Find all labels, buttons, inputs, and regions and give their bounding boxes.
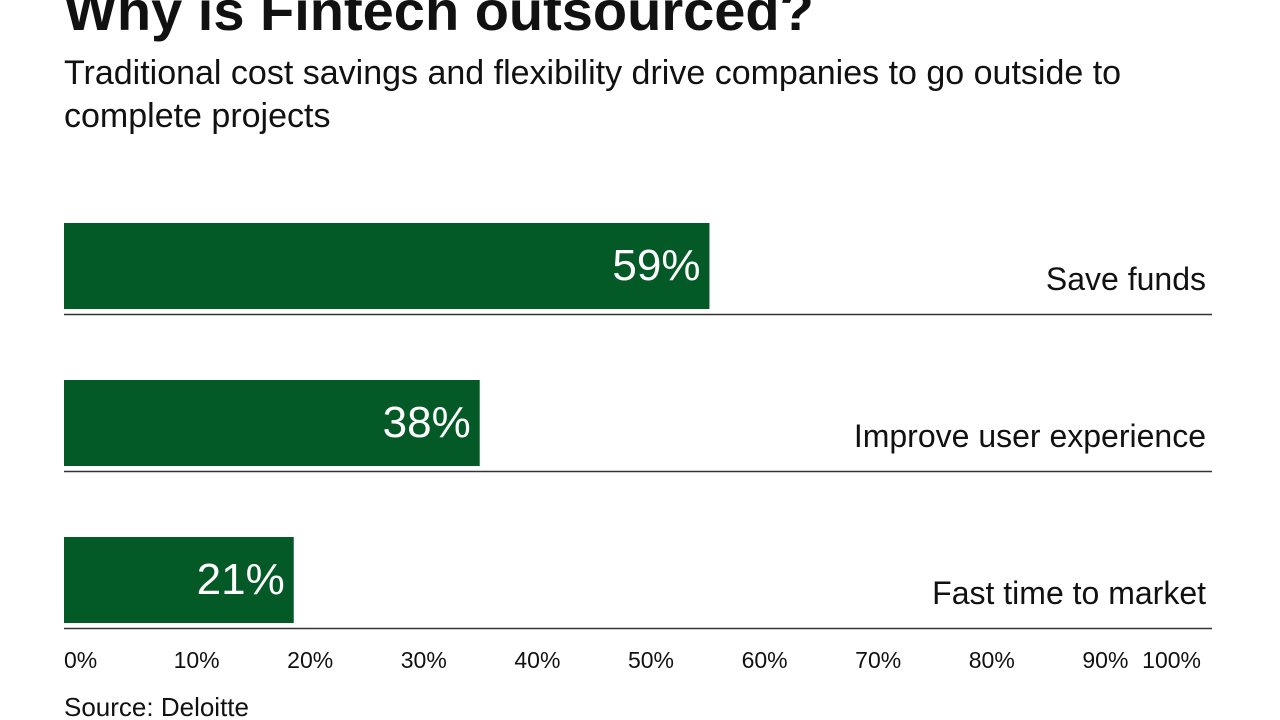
bar-value-label-2: 38% xyxy=(383,398,471,447)
x-tick-label: 100% xyxy=(1142,647,1201,673)
x-tick-label: 50% xyxy=(628,647,674,673)
x-tick-label: 10% xyxy=(174,647,220,673)
bar-1 xyxy=(64,223,710,309)
bar-value-label-3: 21% xyxy=(197,555,285,604)
x-tick-label: 20% xyxy=(287,647,333,673)
chart-subtitle: Traditional cost savings and flexibility… xyxy=(64,54,1122,135)
bar-value-label-1: 59% xyxy=(612,241,700,290)
category-label-1: Save funds xyxy=(1046,261,1206,297)
x-tick-label: 0% xyxy=(64,647,97,673)
bar-2 xyxy=(64,380,480,466)
category-label-2: Improve user experience xyxy=(854,418,1206,454)
x-tick-label: 60% xyxy=(742,647,788,673)
chart-title: Why is Fintech outsourced? xyxy=(64,0,814,42)
category-label-3: Fast time to market xyxy=(932,575,1206,611)
source-note: Source: Deloitte xyxy=(64,692,249,720)
x-tick-label: 30% xyxy=(401,647,447,673)
x-tick-label: 40% xyxy=(514,647,560,673)
x-tick-label: 70% xyxy=(855,647,901,673)
bar-3 xyxy=(64,537,294,623)
x-tick-label: 90% xyxy=(1082,647,1128,673)
x-tick-label: 80% xyxy=(969,647,1015,673)
